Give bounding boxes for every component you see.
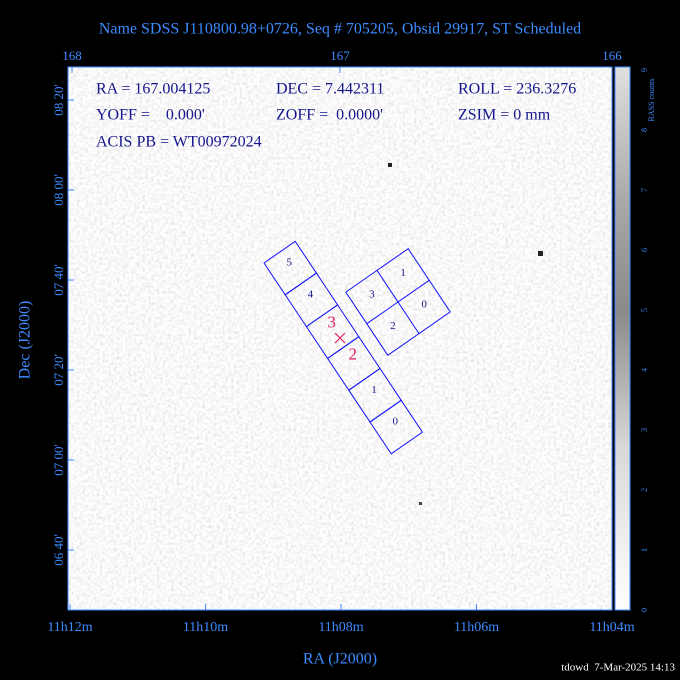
bottom-tick-label: 11h12m bbox=[47, 620, 92, 635]
aimpoint-chip-label: 2 bbox=[349, 344, 358, 363]
left-tick-label: 08 20' bbox=[51, 84, 66, 116]
info-text: RA = 167.004125 bbox=[96, 81, 210, 98]
y-axis-label: Dec (J2000) bbox=[17, 301, 34, 380]
info-text: ZSIM = 0 mm bbox=[458, 107, 551, 124]
x-axis-label: RA (J2000) bbox=[303, 651, 377, 668]
chip-label: 5 bbox=[286, 257, 292, 269]
colorbar-tick-label: 6 bbox=[640, 248, 649, 252]
chip-label: 3 bbox=[369, 289, 375, 301]
colorbar-tick-label: 2 bbox=[640, 488, 649, 492]
info-text: ZOFF = 0.0000' bbox=[276, 107, 383, 124]
bottom-tick-label: 11h10m bbox=[183, 620, 228, 635]
chip-label: 0 bbox=[392, 416, 398, 428]
bottom-tick-label: 11h04m bbox=[589, 620, 634, 635]
top-tick-label: 167 bbox=[330, 48, 350, 63]
aimpoint-chip-label: 3 bbox=[327, 313, 336, 332]
top-tick-label: 168 bbox=[62, 48, 82, 63]
colorbar-tick-label: 9 bbox=[640, 68, 649, 72]
source bbox=[538, 251, 543, 256]
bottom-tick-label: 11h08m bbox=[318, 620, 363, 635]
chip-label: 1 bbox=[400, 267, 406, 279]
source bbox=[419, 502, 422, 505]
colorbar-tick-label: 3 bbox=[640, 428, 649, 432]
footer: tdowd 7-Mar-2025 14:13 bbox=[561, 662, 675, 674]
bottom-tick-label: 11h06m bbox=[454, 620, 499, 635]
aimpoint-marker bbox=[334, 332, 346, 344]
colorbar-tick-label: 5 bbox=[640, 308, 649, 312]
colorbar-tick-label: 8 bbox=[640, 128, 649, 132]
acis-s-chip bbox=[369, 399, 424, 455]
info-text: ACIS PB = WT00972024 bbox=[96, 134, 262, 151]
top-tick-label: 166 bbox=[602, 48, 622, 63]
left-tick-label: 07 40' bbox=[51, 264, 66, 296]
colorbar-tick-label: 1 bbox=[640, 548, 649, 552]
colorbar-tick-label: 0 bbox=[640, 608, 649, 612]
source bbox=[388, 163, 392, 167]
colorbar-tick-label: 7 bbox=[640, 188, 649, 192]
left-tick-label: 07 00' bbox=[51, 444, 66, 476]
left-tick-label: 06 40' bbox=[51, 534, 66, 566]
colorbar-tick-label: 4 bbox=[640, 368, 649, 372]
colorbar bbox=[614, 66, 631, 611]
info-text: YOFF = 0.000' bbox=[96, 107, 205, 124]
chip-label: 1 bbox=[371, 384, 377, 396]
chip-label: 2 bbox=[390, 320, 396, 332]
colorbar-label: RASS counts bbox=[647, 79, 656, 122]
acis-i-divider bbox=[366, 279, 430, 325]
acis-i-array bbox=[345, 247, 451, 357]
left-tick-label: 07 20' bbox=[51, 354, 66, 386]
chip-label: 0 bbox=[421, 298, 427, 310]
chip-label: 4 bbox=[308, 288, 314, 300]
info-text: ROLL = 236.3276 bbox=[458, 81, 576, 98]
info-text: DEC = 7.442311 bbox=[276, 81, 384, 98]
left-tick-label: 08 00' bbox=[51, 174, 66, 206]
title: Name SDSS J110800.98+0726, Seq # 705205,… bbox=[99, 21, 581, 38]
